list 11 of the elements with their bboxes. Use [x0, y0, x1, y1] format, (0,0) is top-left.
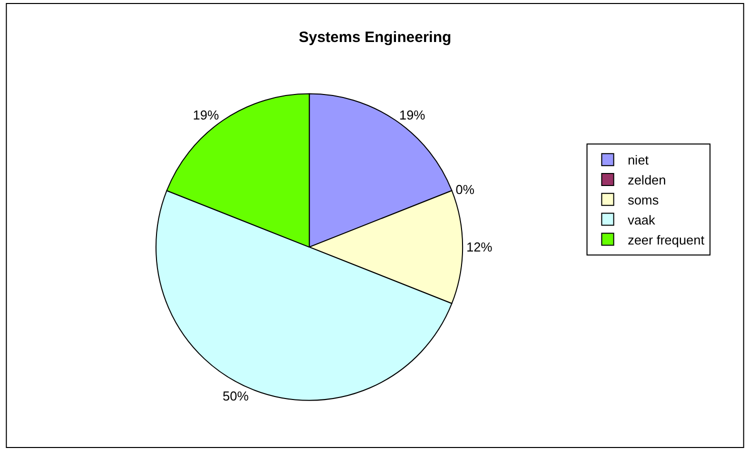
- legend-label: zeer frequent: [628, 232, 705, 248]
- data-label: 19%: [192, 108, 220, 123]
- data-label: 19%: [399, 108, 426, 123]
- data-label: 50%: [222, 388, 250, 404]
- legend-label: niet: [628, 152, 650, 168]
- data-label: 12%: [466, 240, 493, 255]
- chart-title: Systems Engineering: [298, 29, 452, 46]
- text: 0%: [456, 182, 474, 198]
- legend-label: soms: [628, 192, 660, 208]
- legend-label: vaak: [628, 212, 656, 228]
- legend-label: zelden: [628, 172, 666, 188]
